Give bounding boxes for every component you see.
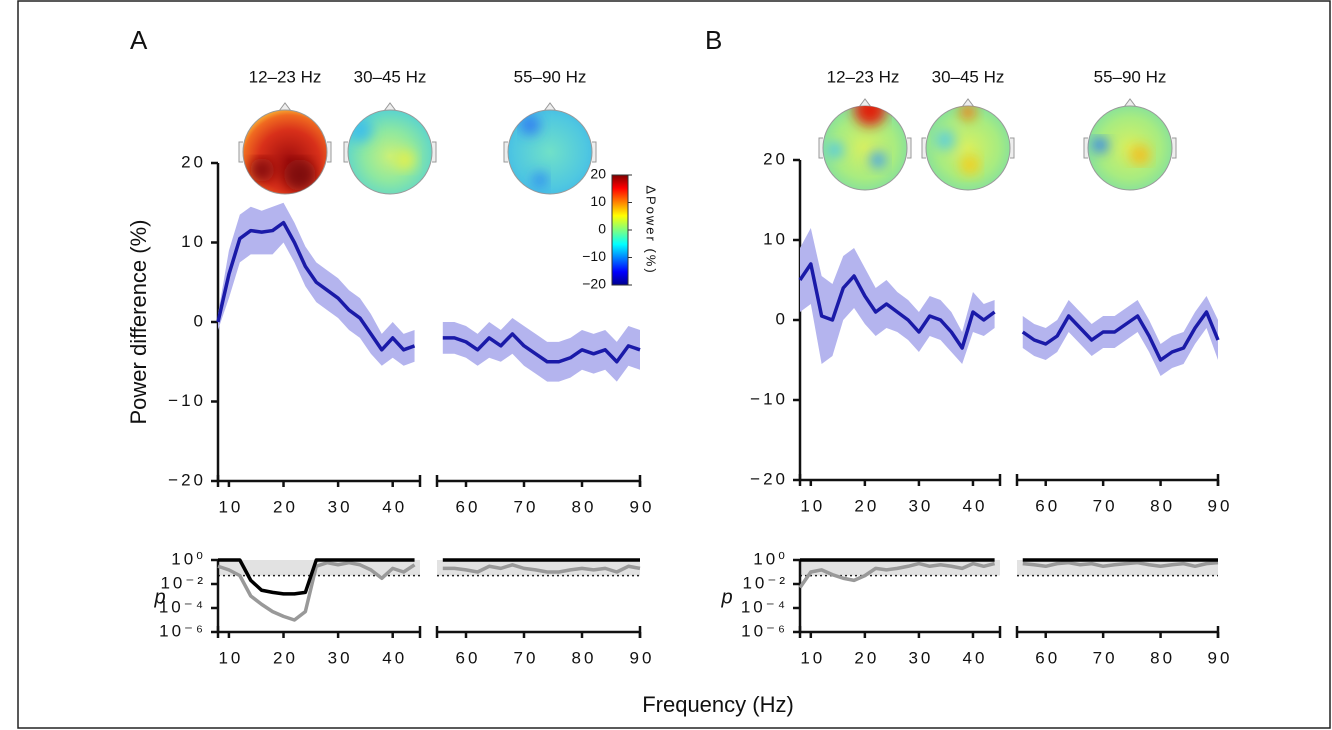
x-tick-label: 90 [1208, 648, 1233, 667]
x-tick-label: 80 [572, 497, 597, 516]
x-tick-label: 60 [456, 497, 481, 516]
y-tick-label: 10⁻⁴ [741, 597, 788, 616]
x-tick-label: 10 [218, 648, 243, 667]
y-tick-label: −10 [750, 389, 788, 408]
colorbar-tick-label: −10 [582, 248, 606, 264]
x-tick-label: 70 [1093, 496, 1118, 515]
error-band [800, 228, 995, 364]
x-tick-label: 90 [630, 497, 655, 516]
colorbar-tick-label: −20 [582, 276, 606, 292]
line [798, 561, 996, 589]
x-tick-label: 40 [963, 648, 988, 667]
x-tick-label: 60 [1035, 648, 1060, 667]
x-tick-label: 90 [1208, 496, 1233, 515]
y-tick-label: 10⁻² [160, 573, 206, 592]
y-axis-label: p [153, 586, 165, 608]
y-axis-label: p [720, 586, 732, 608]
x-tick-label: 70 [514, 648, 539, 667]
x-tick-label: 40 [382, 648, 407, 667]
x-tick-label: 60 [456, 648, 481, 667]
band-label: 55–90 Hz [1094, 67, 1167, 86]
x-tick-label: 10 [800, 496, 825, 515]
band-label: 30–45 Hz [354, 67, 427, 86]
line [218, 558, 415, 596]
x-tick-label: 20 [273, 497, 298, 516]
y-tick-label: 10⁻² [742, 573, 788, 592]
y-tick-label: 10 [181, 232, 206, 251]
x-tick-label: 80 [1150, 648, 1175, 667]
topomaps [238, 98, 1177, 195]
line [1021, 310, 1220, 362]
line [442, 563, 641, 574]
colorbar [611, 174, 629, 286]
x-tick-label: 70 [1093, 648, 1118, 667]
y-axis-label: Power difference (%) [126, 219, 151, 424]
y-tick-label: −10 [168, 391, 206, 410]
y-tick-label: 10⁻⁴ [159, 597, 206, 616]
x-tick-label: 10 [218, 497, 243, 516]
y-tick-label: −20 [750, 469, 788, 488]
x-tick-label: 30 [908, 496, 933, 515]
line [798, 262, 996, 350]
band-label: 55–90 Hz [514, 67, 587, 86]
band-label: 30–45 Hz [932, 67, 1005, 86]
band-label: 12–23 Hz [827, 67, 900, 86]
x-tick-label: 40 [963, 496, 988, 515]
significance-region [437, 560, 640, 576]
x-tick-label: 20 [854, 496, 879, 515]
y-tick-label: 10⁻⁶ [741, 621, 788, 640]
error-band [442, 318, 640, 382]
y-tick-label: 10⁰ [753, 549, 788, 568]
colorbar-tick-label: 20 [590, 166, 606, 182]
x-tick-label: 90 [630, 648, 655, 667]
y-tick-label: 0 [194, 311, 206, 330]
colorbar-label: ΔPower (%) [644, 185, 659, 274]
line [216, 220, 416, 352]
x-tick-label: 30 [328, 497, 353, 516]
y-tick-label: 0 [776, 309, 788, 328]
x-tick-label: 60 [1035, 496, 1060, 515]
y-tick-label: 20 [181, 152, 206, 171]
significance-region [218, 560, 420, 576]
panel-letter: A [130, 25, 148, 55]
x-tick-label: 80 [572, 648, 597, 667]
line [217, 560, 416, 622]
x-tick-label: 40 [382, 497, 407, 516]
frame [17, 0, 1331, 729]
band-label: 12–23 Hz [249, 67, 322, 86]
panel-letter: B [705, 25, 722, 55]
colorbar-tick-label: 0 [598, 221, 606, 237]
y-tick-label: 10 [763, 229, 788, 248]
x-tick-label: 10 [800, 648, 825, 667]
y-tick-label: −20 [168, 470, 206, 489]
x-tick-label: 80 [1150, 496, 1175, 515]
x-tick-label: 20 [854, 648, 879, 667]
y-tick-label: 10⁻⁶ [159, 621, 206, 640]
y-tick-label: 10⁰ [171, 549, 206, 568]
y-tick-label: 20 [763, 149, 788, 168]
x-tick-label: 30 [328, 648, 353, 667]
x-axis-label: Frequency (Hz) [642, 692, 794, 717]
significance-region [1017, 560, 1218, 576]
x-tick-label: 70 [514, 497, 539, 516]
x-tick-label: 30 [908, 648, 933, 667]
x-tick-label: 20 [273, 648, 298, 667]
line [1022, 560, 1219, 569]
line [442, 332, 641, 364]
colorbar-tick-label: 10 [590, 193, 606, 209]
